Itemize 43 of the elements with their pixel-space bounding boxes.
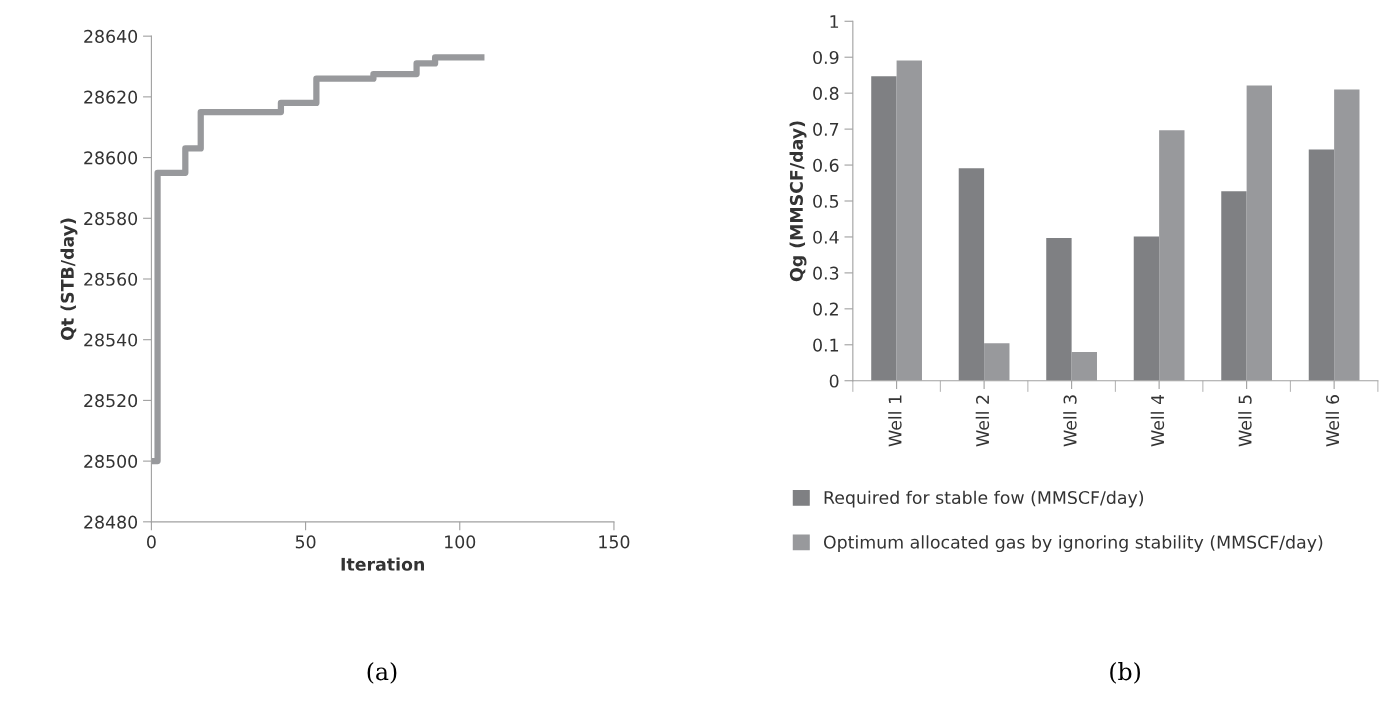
y-tick-label: 28620 [84, 90, 138, 104]
y-tick-label: 28520 [84, 394, 138, 408]
y-axis-title: Qt (STB/day) [60, 218, 78, 341]
y-tick-label: 28600 [84, 151, 138, 165]
x-tick-label: 50 [295, 535, 316, 549]
y-tick-label: 1 [830, 15, 839, 28]
y-tick-label: 0.5 [813, 194, 839, 208]
bar [958, 168, 985, 381]
x-axis-title: Iteration [341, 557, 424, 571]
x-tick-label: 100 [445, 535, 476, 549]
y-tick-label: 28560 [84, 272, 138, 286]
y-tick-label: 0.1 [813, 338, 839, 352]
x-tick-label: 0 [147, 535, 156, 549]
y-tick-label: 0 [829, 374, 839, 388]
legend-label: Optimum allocated gas by ignoring stability (MMSCF/day) [823, 535, 1323, 553]
y-axis-title: Qg (MMSCF/day) [789, 121, 807, 282]
text: (a) [367, 662, 397, 684]
y-tick-label: 28580 [84, 211, 138, 226]
bar [1308, 149, 1335, 381]
bar [1221, 191, 1247, 381]
x-tick-label: 150 [599, 535, 630, 549]
x-tick-label: Well 3 [1063, 395, 1077, 447]
x-tick-label: Well 6 [1325, 395, 1340, 447]
x-tick-label: Well 5 [1238, 395, 1252, 447]
y-tick-label: 28540 [84, 333, 138, 347]
x-tick-label: Well 4 [1150, 394, 1165, 447]
bar [1046, 238, 1072, 381]
y-tick-label: 28480 [84, 515, 138, 529]
bar [1133, 236, 1160, 381]
y-tick-label: 0.3 [813, 266, 839, 280]
y-tick-label: 0.4 [813, 230, 839, 244]
y-tick-label: 28500 [84, 454, 138, 468]
bar [871, 76, 897, 381]
y-tick-label: 0.8 [813, 86, 839, 101]
y-tick-label: 0.9 [813, 50, 839, 65]
x-tick-label: Well 1 [888, 395, 902, 447]
y-tick-label: 0.2 [813, 302, 838, 316]
y-tick-label: 0.6 [813, 158, 839, 172]
text: (b) [1110, 662, 1140, 684]
legend-label: Required for stable fow (MMSCF/day) [824, 490, 1144, 508]
y-tick-label: 0.7 [813, 122, 839, 136]
x-tick-label: Well 2 [975, 395, 990, 447]
y-tick-label: 28640 [84, 29, 138, 43]
